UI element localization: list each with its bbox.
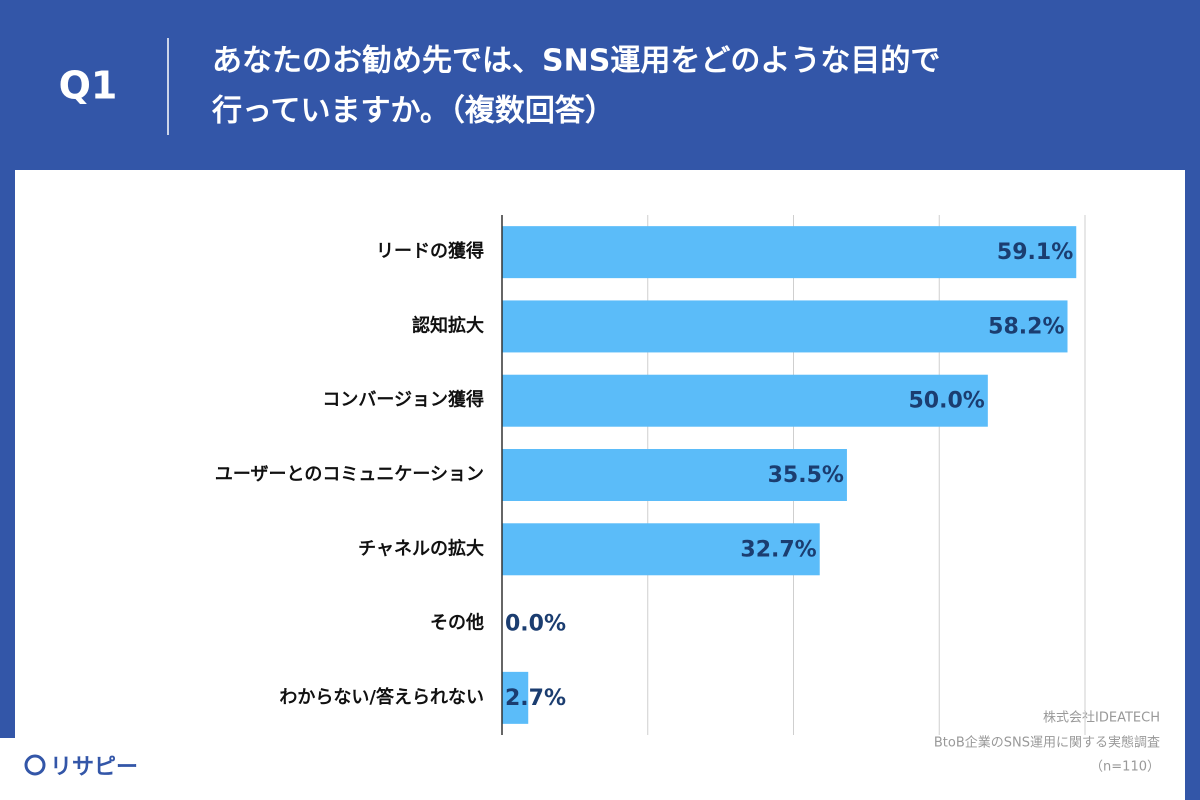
y-tick-label: わからない/答えられない bbox=[279, 686, 484, 708]
question-number: Q1 bbox=[59, 64, 118, 108]
y-tick-label: ユーザーとのコミュニケーション bbox=[215, 464, 484, 485]
value-label: 35.5% bbox=[768, 463, 844, 488]
bar bbox=[502, 374, 988, 427]
y-tick-label: コンバージョン獲得 bbox=[322, 389, 484, 411]
value-label: 58.2% bbox=[988, 314, 1064, 339]
bar bbox=[502, 671, 529, 724]
source: 株式会社IDEATECH bbox=[1043, 710, 1160, 726]
value-label: 2.7% bbox=[505, 686, 566, 711]
value-label: 32.7% bbox=[740, 537, 816, 562]
brand: リサピー bbox=[50, 755, 138, 780]
bar bbox=[502, 449, 847, 501]
bar bbox=[502, 226, 1077, 279]
y-tick-label: リードの獲得 bbox=[376, 240, 484, 262]
value-label: 0.0% bbox=[505, 612, 566, 637]
value-label: 59.1% bbox=[997, 240, 1073, 265]
chart-title: あなたのお勧め先では、SNS運用をどのような目的で bbox=[212, 44, 940, 79]
chart-title: 行っていますか。（複数回答） bbox=[211, 94, 615, 129]
logo-badge bbox=[0, 738, 172, 800]
y-tick-label: その他 bbox=[430, 612, 484, 634]
value-label: 50.0% bbox=[909, 389, 985, 414]
bar bbox=[502, 300, 1068, 353]
source: （n=110） bbox=[1090, 760, 1160, 775]
logo-icon bbox=[24, 754, 46, 776]
source: BtoB企業のSNS運用に関する実態調査 bbox=[934, 735, 1160, 751]
bar bbox=[502, 523, 820, 576]
y-tick-label: チャネルの拡大 bbox=[358, 537, 484, 559]
y-tick-label: 認知拡大 bbox=[412, 314, 484, 336]
